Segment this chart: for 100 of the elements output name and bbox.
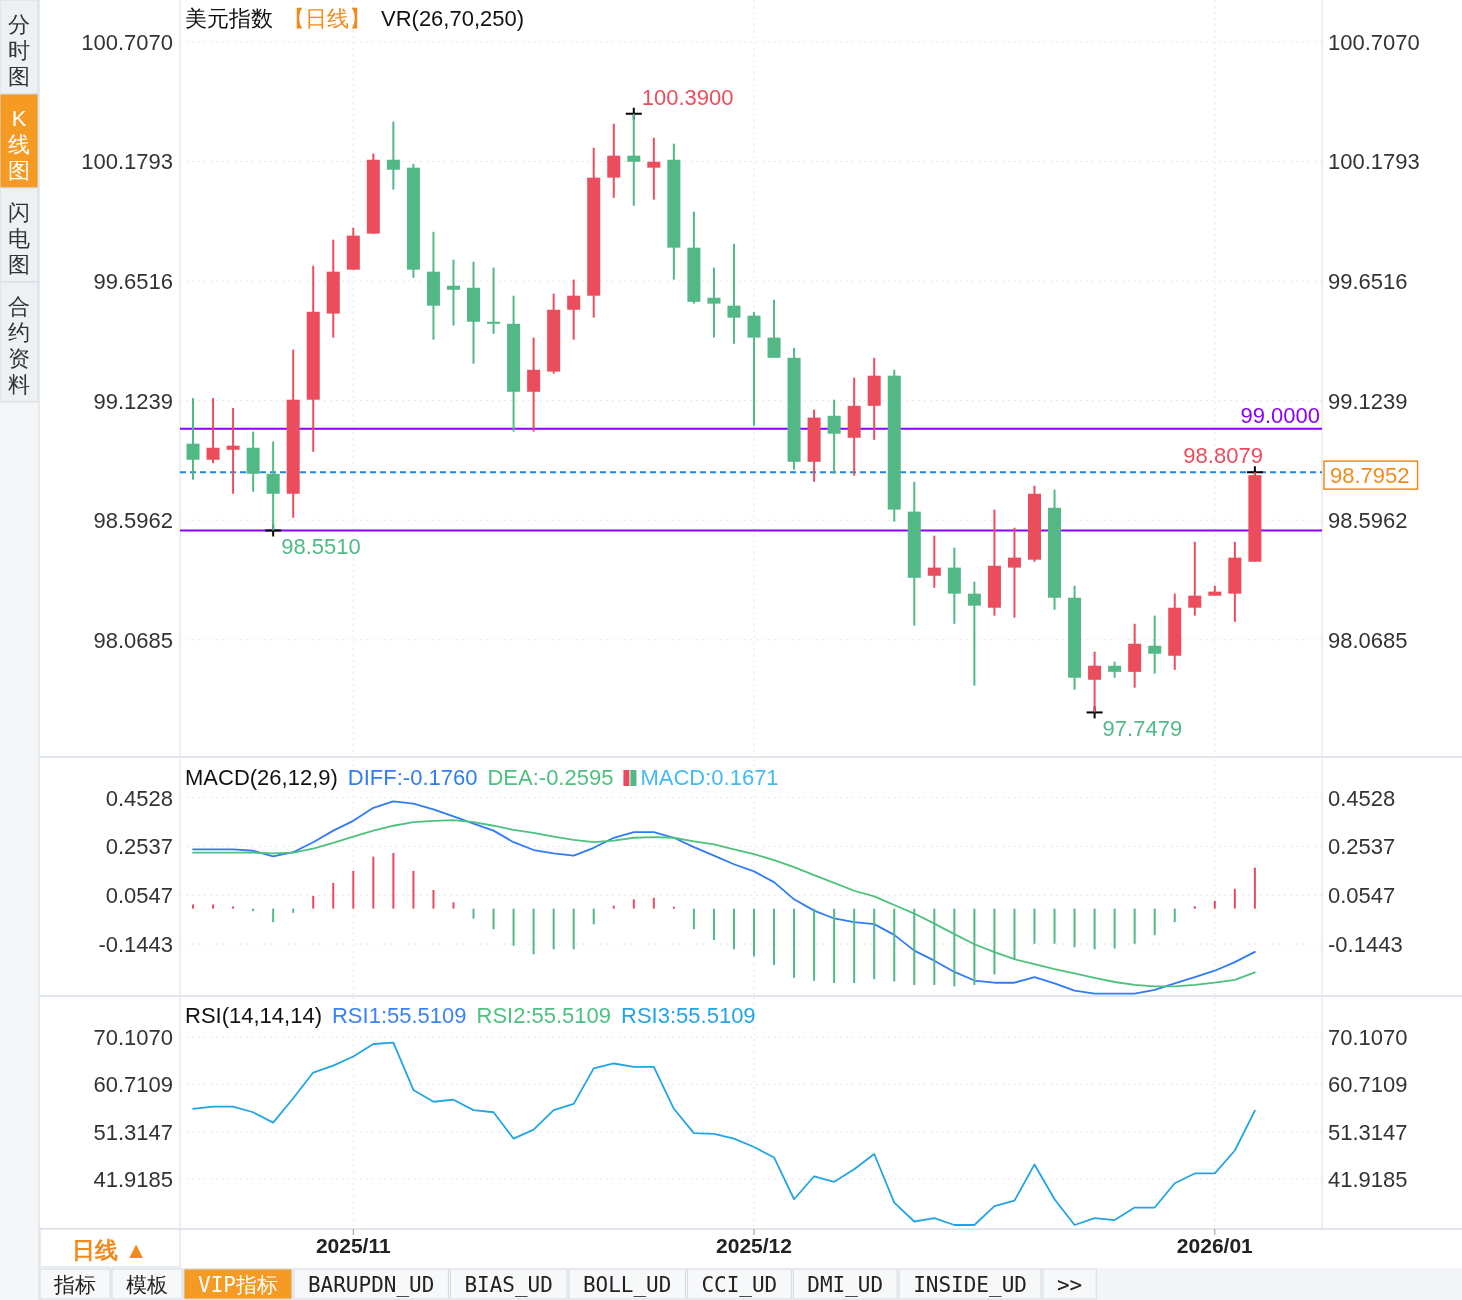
series-label: RSI3:55.5109 <box>621 1003 756 1028</box>
text: 闪电图 <box>8 200 30 277</box>
bar <box>352 870 355 909</box>
bar <box>1233 888 1236 909</box>
bar <box>1133 908 1136 944</box>
text: 98.7952 <box>1330 463 1410 489</box>
y-tick-label: 0.2537 <box>105 834 173 860</box>
annotation: 98.8079 <box>1183 443 1263 469</box>
bar <box>572 908 575 950</box>
bar <box>973 908 976 985</box>
text: 指标 <box>53 1273 96 1297</box>
x-tick-label: 2026/01 <box>1176 1234 1254 1257</box>
annotation: 100.3900 <box>641 84 734 110</box>
bar <box>1013 908 1016 960</box>
bar <box>1113 908 1116 949</box>
y-tick-label: 70.1070 <box>93 1025 173 1051</box>
x-tick-label: 2025/12 <box>716 1234 792 1257</box>
candlestick <box>747 310 761 427</box>
bar <box>372 856 375 909</box>
y-tick-label: 98.0685 <box>93 627 173 653</box>
bar <box>592 908 595 925</box>
bar <box>1173 908 1176 923</box>
bar <box>993 908 996 975</box>
bar <box>452 902 455 909</box>
candlestick <box>607 122 621 199</box>
x-tick-label: 2025/11 <box>315 1234 391 1257</box>
bar <box>312 895 315 909</box>
bar <box>292 908 295 913</box>
bar <box>472 908 475 919</box>
text: INSIDE_UD <box>913 1273 1027 1297</box>
legend-label: RSI2:55.5109 <box>476 1003 612 1028</box>
candlestick <box>1148 614 1162 675</box>
y2-tick-label: 60.7109 <box>1328 1072 1408 1098</box>
bar <box>432 890 435 909</box>
candlestick <box>386 120 400 191</box>
bar <box>1033 908 1036 944</box>
text: 日线 ▲ <box>72 1237 148 1263</box>
bar <box>813 908 816 981</box>
y-tick-label: 100.1793 <box>81 149 173 175</box>
chart-subtitle: 【日线】 <box>283 6 371 31</box>
bar <box>712 908 715 941</box>
y-tick-label: 98.5962 <box>93 508 173 534</box>
y2-tick-label: 41.9185 <box>1328 1167 1408 1193</box>
y-tick-label: 99.1239 <box>93 388 173 414</box>
text: BIAS_UD <box>464 1273 553 1297</box>
text: 合约资料 <box>8 294 30 397</box>
bar <box>192 904 195 909</box>
text: BARUPDN_UD <box>307 1273 435 1297</box>
annotation: 98.5510 <box>281 534 361 560</box>
annotation: 97.7479 <box>1102 716 1183 742</box>
text: VIP指标 <box>198 1273 278 1297</box>
candlestick <box>767 298 781 359</box>
candlestick <box>446 258 460 327</box>
y2-tick-label: 99.1239 <box>1328 388 1408 414</box>
candlestick <box>927 534 941 589</box>
y-tick-label: 51.3147 <box>93 1119 173 1145</box>
text: K线图 <box>8 106 30 183</box>
bar <box>873 908 876 980</box>
y2-tick-label: 98.0685 <box>1328 627 1408 653</box>
ref-line-label: 99.0000 <box>1240 402 1320 428</box>
bar <box>492 908 495 930</box>
y2-tick-label: 100.1793 <box>1328 149 1420 175</box>
y2-tick-label: 100.7070 <box>1328 29 1420 55</box>
line-series <box>192 1041 1256 1226</box>
bar <box>773 908 776 966</box>
y-tick-label: 0.4528 <box>105 785 173 811</box>
text: DMI_UD <box>807 1273 884 1297</box>
bar <box>793 908 796 978</box>
bar <box>913 908 916 985</box>
y-tick-label: 100.7070 <box>81 29 173 55</box>
series-label: DIFF:-0.1760 <box>347 765 478 790</box>
text: 分时图 <box>8 12 30 89</box>
candlestick <box>967 580 981 687</box>
text: CCI_UD <box>701 1273 778 1297</box>
y-tick-label: 41.9185 <box>93 1167 173 1193</box>
candlestick <box>707 266 721 339</box>
y2-tick-label: 51.3147 <box>1328 1119 1408 1145</box>
chart-title: 美元指数 <box>185 6 273 31</box>
candlestick <box>1188 540 1202 617</box>
bar <box>552 908 555 950</box>
bar <box>632 899 635 909</box>
y-tick-label: 0.0547 <box>105 883 173 909</box>
bar <box>612 905 615 909</box>
candlestick <box>186 397 200 481</box>
bar <box>652 897 655 909</box>
bar <box>753 908 756 957</box>
y-tick-label: 99.6516 <box>93 269 173 295</box>
chart-title: RSI(14,14,14) <box>185 1003 322 1028</box>
bar <box>1193 906 1196 909</box>
bar <box>692 908 695 930</box>
bar <box>893 908 896 982</box>
candlestick <box>1007 526 1021 619</box>
candlestick <box>567 278 581 341</box>
y2-tick-label: 99.6516 <box>1328 269 1408 295</box>
candlestick <box>527 336 541 433</box>
bar <box>933 908 936 985</box>
text: 模板 <box>126 1273 168 1297</box>
bar <box>853 908 856 983</box>
bar <box>732 908 735 950</box>
bar <box>1073 908 1076 948</box>
